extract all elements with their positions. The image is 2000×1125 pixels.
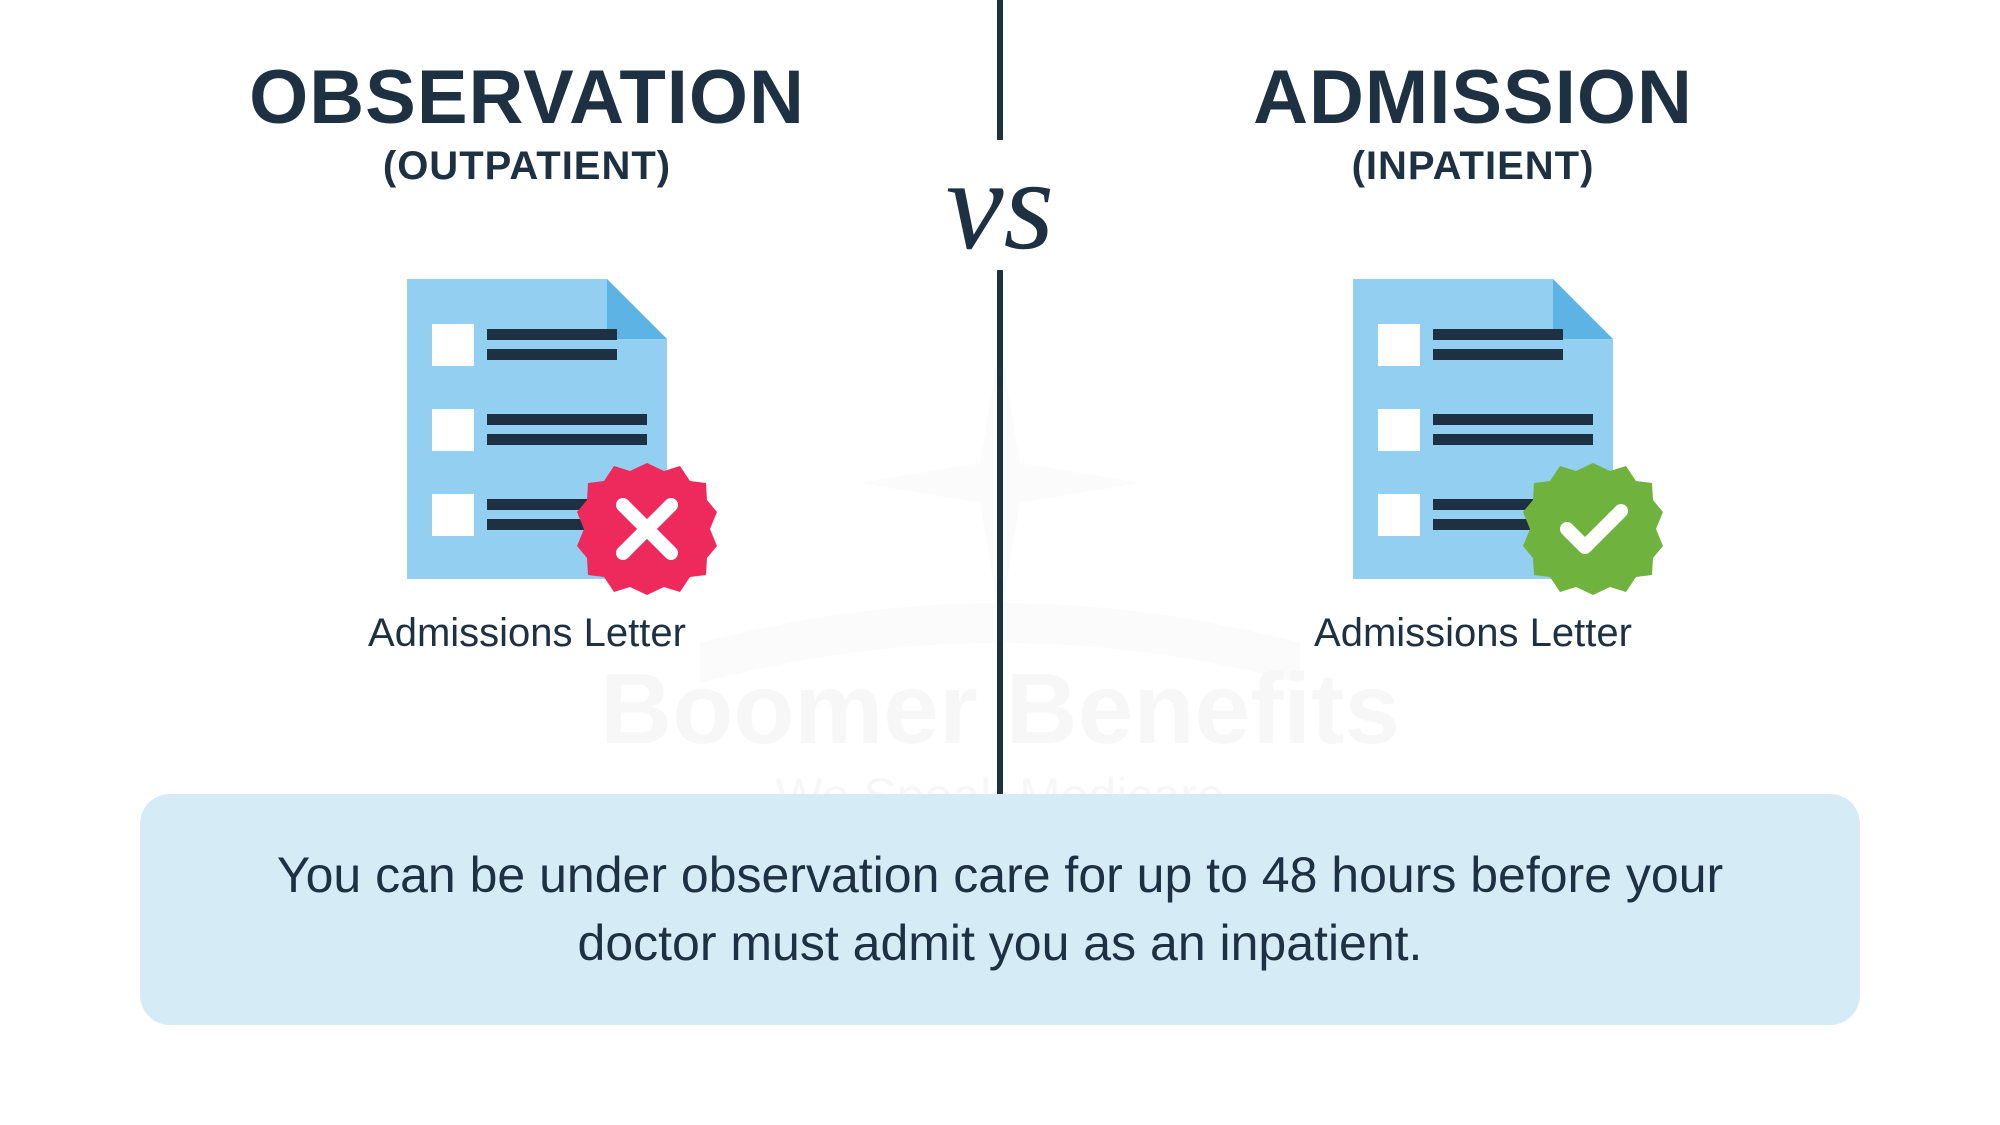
check-badge-icon	[1523, 459, 1663, 599]
left-title: OBSERVATION	[249, 60, 805, 136]
infographic-container: vs OBSERVATION (OUTPATIENT)	[0, 0, 2000, 1125]
right-document: Admissions Letter	[1313, 279, 1633, 659]
vs-label: vs	[926, 140, 1074, 270]
left-column: OBSERVATION (OUTPATIENT)	[140, 60, 914, 659]
right-caption: Admissions Letter	[1314, 611, 1632, 656]
left-subtitle: (OUTPATIENT)	[383, 144, 671, 189]
right-title: ADMISSION	[1253, 60, 1693, 136]
left-caption: Admissions Letter	[368, 611, 686, 656]
right-column: ADMISSION (INPATIENT)	[1086, 60, 1860, 659]
x-badge-icon	[577, 459, 717, 599]
right-subtitle: (INPATIENT)	[1352, 144, 1595, 189]
vertical-divider	[997, 0, 1003, 800]
comparison-columns: vs OBSERVATION (OUTPATIENT)	[140, 60, 1860, 659]
callout-box: You can be under observation care for up…	[140, 794, 1860, 1025]
left-document: Admissions Letter	[367, 279, 687, 659]
